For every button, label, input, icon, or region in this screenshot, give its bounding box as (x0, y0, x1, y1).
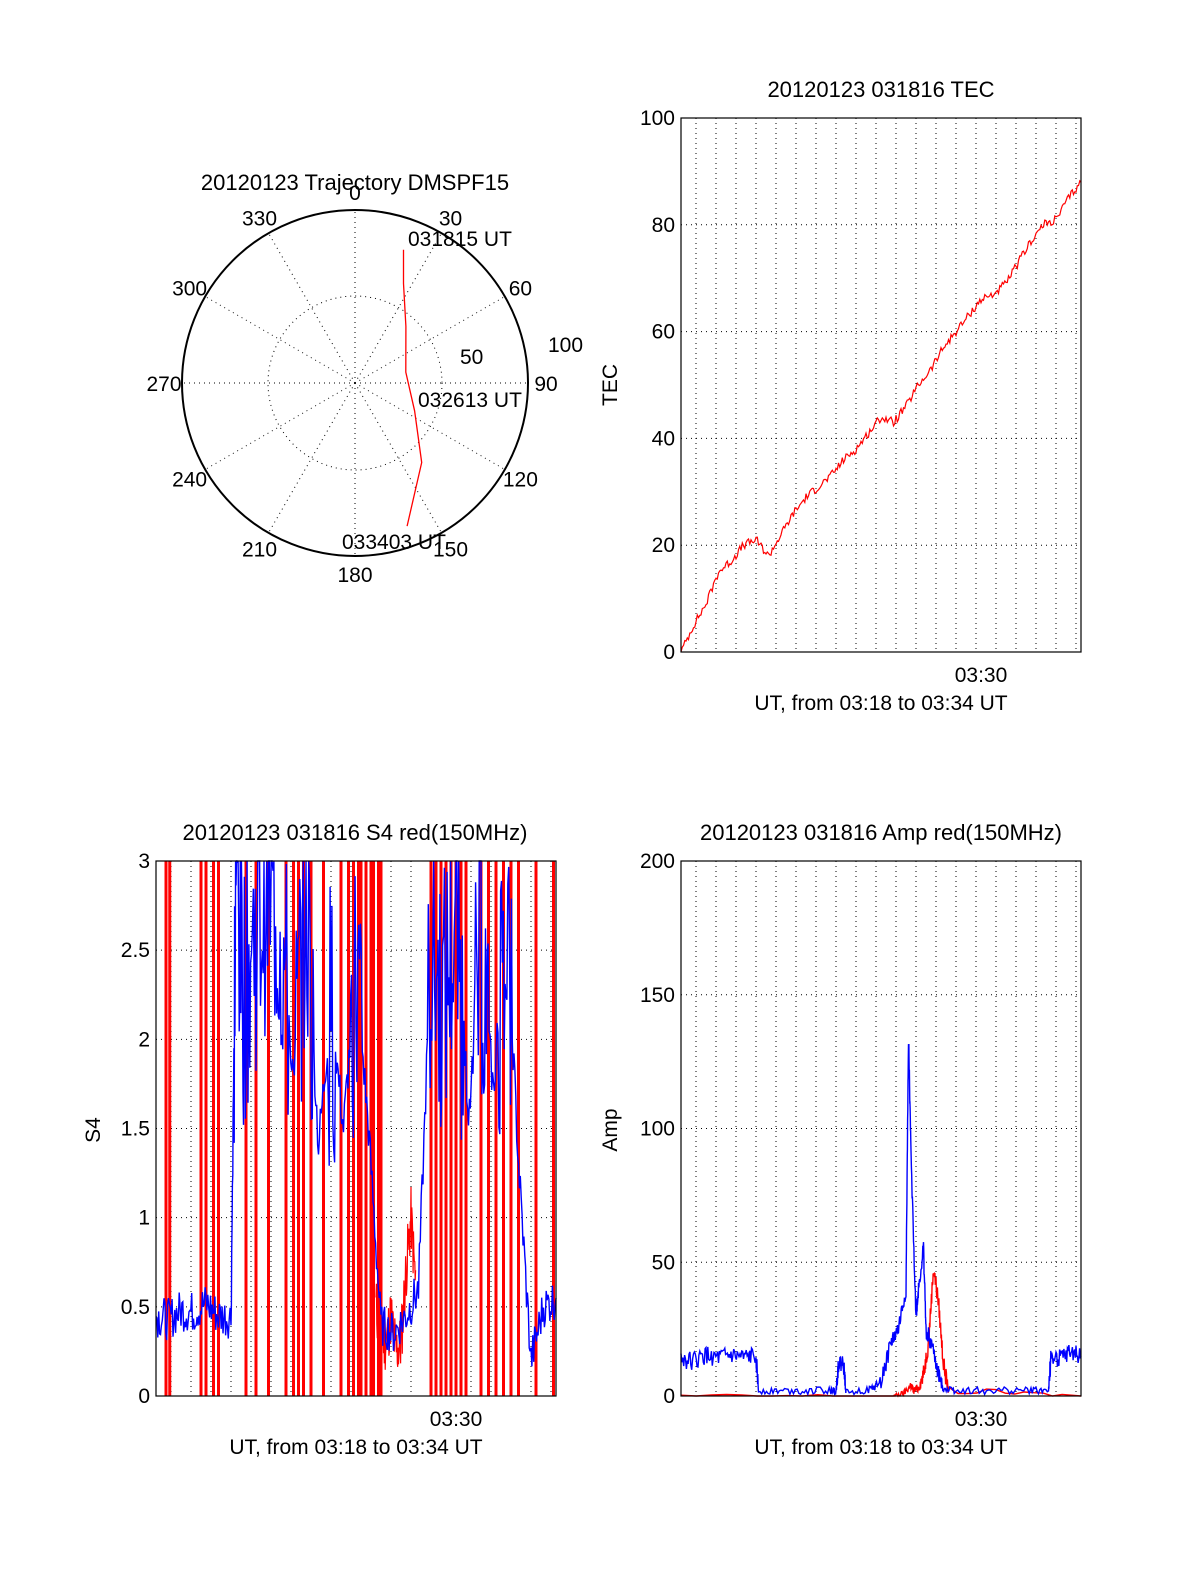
s4-plot-area (155, 860, 557, 1396)
polar-azimuth-label: 210 (242, 538, 277, 561)
amp-y-tick-label: 100 (640, 1118, 675, 1141)
polar-spoke (268, 382, 356, 534)
tec-plot-area (680, 179, 1082, 653)
amp-y-tick-label: 50 (652, 1251, 675, 1274)
tec-y-tick-label: 60 (652, 321, 675, 344)
polar-azimuth-label: 270 (146, 373, 181, 396)
amp-y-tick-label: 0 (663, 1385, 675, 1408)
polar-spoke (354, 232, 442, 384)
s4-y-tick-label: 0 (138, 1385, 150, 1408)
amp-y-tick-label: 200 (640, 850, 675, 873)
s4-y-tick-label: 1.5 (121, 1118, 150, 1141)
amp-panel: 20120123 031816 Amp red(150MHz) 0 50 100 15… (599, 820, 1082, 1459)
amp-grid (681, 861, 1081, 1396)
polar-azimuth-label: 90 (534, 373, 557, 396)
s4-y-tick-label: 1 (138, 1207, 150, 1230)
polar-azimuth-label: 60 (509, 278, 532, 301)
s4-y-tick-label: 2.5 (121, 939, 150, 962)
amp-y-ticks: 0 50 100 150 200 (640, 850, 675, 1408)
s4-y-axis-label: S4 (82, 1117, 105, 1143)
tec-x-axis-label: UT, from 03:18 to 03:34 UT (754, 692, 1007, 715)
tec-series-line (680, 179, 1082, 653)
amp-x-axis-label: UT, from 03:18 to 03:34 UT (754, 1436, 1007, 1459)
tec-y-tick-label: 20 (652, 534, 675, 557)
tec-panel: 20120123 031816 TEC 0 20 40 60 80 100 03:30 U… (599, 77, 1082, 715)
polar-azimuth-label: 300 (172, 278, 207, 301)
polar-azimuth-label: 150 (433, 538, 468, 561)
tec-y-tick-label: 80 (652, 214, 675, 237)
amp-title: 20120123 031816 Amp red(150MHz) (700, 820, 1062, 845)
polar-title: 20120123 Trajectory DMSPF15 (201, 170, 509, 195)
polar-azimuth-label: 180 (337, 564, 372, 587)
amp-series-line (680, 1271, 1082, 1398)
tec-x-tick-label: 03:30 (955, 664, 1008, 687)
s4-y-tick-label: 3 (138, 850, 150, 873)
tec-frame (680, 117, 1082, 653)
s4-frame (155, 860, 557, 1397)
amp-frame (680, 860, 1082, 1397)
tec-y-axis-label: TEC (599, 364, 622, 406)
tec-y-tick-label: 100 (640, 107, 675, 130)
s4-x-axis-label: UT, from 03:18 to 03:34 UT (229, 1436, 482, 1459)
trajectory-mid-label: 032613 UT (418, 389, 522, 412)
polar-azimuth-label: 330 (242, 208, 277, 231)
amp-x-tick-label: 03:30 (955, 1408, 1008, 1431)
tec-grid (681, 118, 1081, 652)
polar-spoke (268, 232, 356, 384)
polar-spokes (182, 210, 528, 556)
tec-y-tick-label: 0 (663, 641, 675, 664)
polar-panel: 20120123 Trajectory DMSPF15 0 30 60 90 120 15… (146, 170, 583, 587)
s4-y-ticks: 0 0.5 1 1.5 2 2.5 3 (121, 850, 150, 1408)
polar-azimuth-label: 30 (439, 208, 462, 231)
polar-outer-circle (181, 209, 529, 557)
trajectory-line (402, 249, 423, 527)
polar-azimuth-label: 0 (349, 182, 361, 205)
polar-radial-label-50: 50 (460, 346, 483, 369)
amp-y-axis-label: Amp (599, 1108, 622, 1151)
s4-x-tick-label: 03:30 (430, 1408, 483, 1431)
tec-y-tick-label: 40 (652, 427, 675, 450)
s4-title: 20120123 031816 S4 red(150MHz) (183, 820, 528, 845)
s4-y-tick-label: 2 (138, 1028, 150, 1051)
polar-spoke (204, 382, 356, 470)
tec-y-ticks: 0 20 40 60 80 100 (640, 107, 675, 664)
amp-plot-area (680, 1043, 1082, 1398)
polar-ring-50 (267, 295, 443, 471)
polar-spoke (204, 296, 356, 384)
s4-series-line (155, 860, 557, 1367)
amp-y-tick-label: 150 (640, 984, 675, 1007)
s4-panel: 20120123 031816 S4 red(150MHz) 0 0.5 1 1.5 2… (82, 820, 557, 1459)
polar-azimuth-label: 120 (503, 469, 538, 492)
trajectory-end-label: 033403 UT (342, 531, 446, 554)
s4-y-tick-label: 0.5 (121, 1296, 150, 1319)
polar-azimuth-labels: 0 30 60 90 120 150 180 210 240 270 300 330 (146, 182, 557, 587)
polar-radial-label-100: 100 (548, 334, 583, 357)
polar-azimuth-label: 240 (172, 469, 207, 492)
tec-title: 20120123 031816 TEC (767, 77, 994, 102)
trajectory-start-label: 031815 UT (408, 228, 512, 251)
amp-series-line (680, 1043, 1082, 1397)
